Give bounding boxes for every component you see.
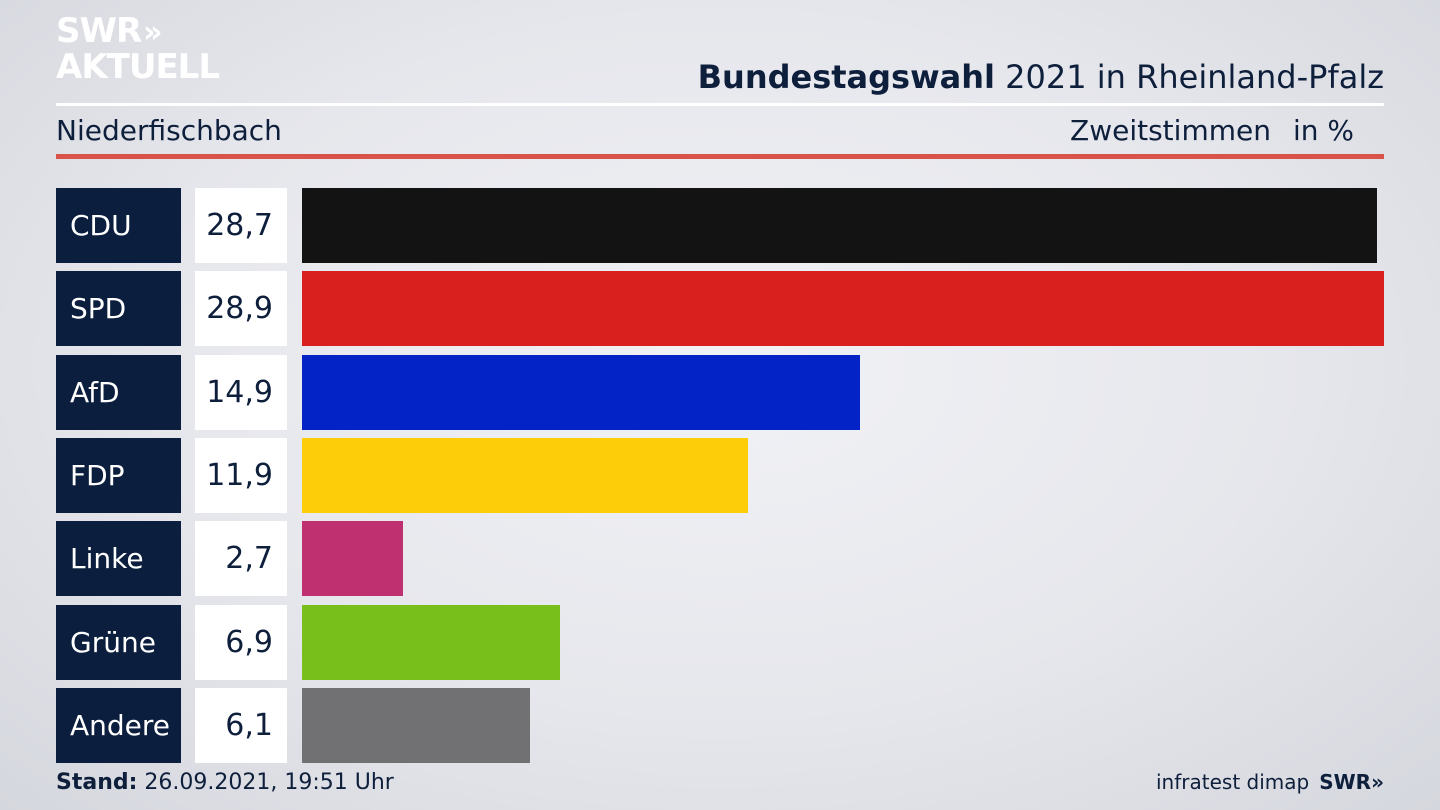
value-label: 28,9: [195, 271, 287, 347]
bar-row: SPD 28,9: [56, 271, 1384, 347]
timestamp-label: Stand:: [56, 770, 138, 795]
party-label: AfD: [56, 354, 181, 430]
chart-title: Bundestagswahl 2021 in Rheinland-Pfalz: [698, 58, 1384, 96]
subtitle-divider: [56, 154, 1384, 159]
chart-title-rest: 2021 in Rheinland-Pfalz: [995, 58, 1384, 96]
bar-row: AfD 14,9: [56, 354, 1384, 430]
value-label: 14,9: [195, 354, 287, 430]
bar: [302, 188, 1377, 263]
bar-row: Grüne 6,9: [56, 604, 1384, 680]
bar: [302, 271, 1384, 347]
party-label: SPD: [56, 271, 181, 347]
value-label: 28,7: [195, 188, 287, 263]
bar: [302, 687, 530, 763]
party-label: CDU: [56, 188, 181, 263]
swr-aktuell-logo: SWR» AKTUELL: [56, 11, 220, 87]
party-label: Grüne: [56, 604, 181, 680]
bar: [302, 437, 748, 513]
bar: [302, 354, 860, 430]
bar-row: Linke 2,7: [56, 521, 1384, 597]
bar: [302, 604, 560, 680]
value-label: 6,1: [195, 687, 287, 763]
bar-row: FDP 11,9: [56, 437, 1384, 513]
logo-aktuell-text: AKTUELL: [56, 47, 220, 87]
value-label: 6,9: [195, 604, 287, 680]
unit-label: in %: [1292, 114, 1354, 147]
timestamp-value: 26.09.2021, 19:51 Uhr: [137, 770, 394, 795]
vote-type-label: Zweitstimmen in %: [1070, 114, 1354, 147]
party-label: Andere: [56, 687, 181, 763]
party-label: Linke: [56, 521, 181, 597]
logo-arrows-icon: »: [143, 15, 163, 50]
timestamp: Stand: 26.09.2021, 19:51 Uhr: [56, 770, 394, 795]
source-text: infratest dimap: [1156, 770, 1310, 794]
value-label: 11,9: [195, 437, 287, 513]
swr-footer-logo: SWR»: [1319, 770, 1384, 794]
bar: [302, 521, 403, 597]
logo-swr-text: SWR: [56, 11, 142, 51]
vote-type-text: Zweitstimmen: [1070, 114, 1271, 147]
location-label: Niederfischbach: [56, 114, 282, 147]
header-divider: [56, 103, 1384, 106]
value-label: 2,7: [195, 521, 287, 597]
chart-title-bold: Bundestagswahl: [697, 58, 995, 96]
bar-row: Andere 6,1: [56, 687, 1384, 763]
party-label: FDP: [56, 437, 181, 513]
bar-row: CDU 28,7: [56, 188, 1384, 263]
source-credit: infratest dimap SWR»: [1156, 770, 1384, 794]
